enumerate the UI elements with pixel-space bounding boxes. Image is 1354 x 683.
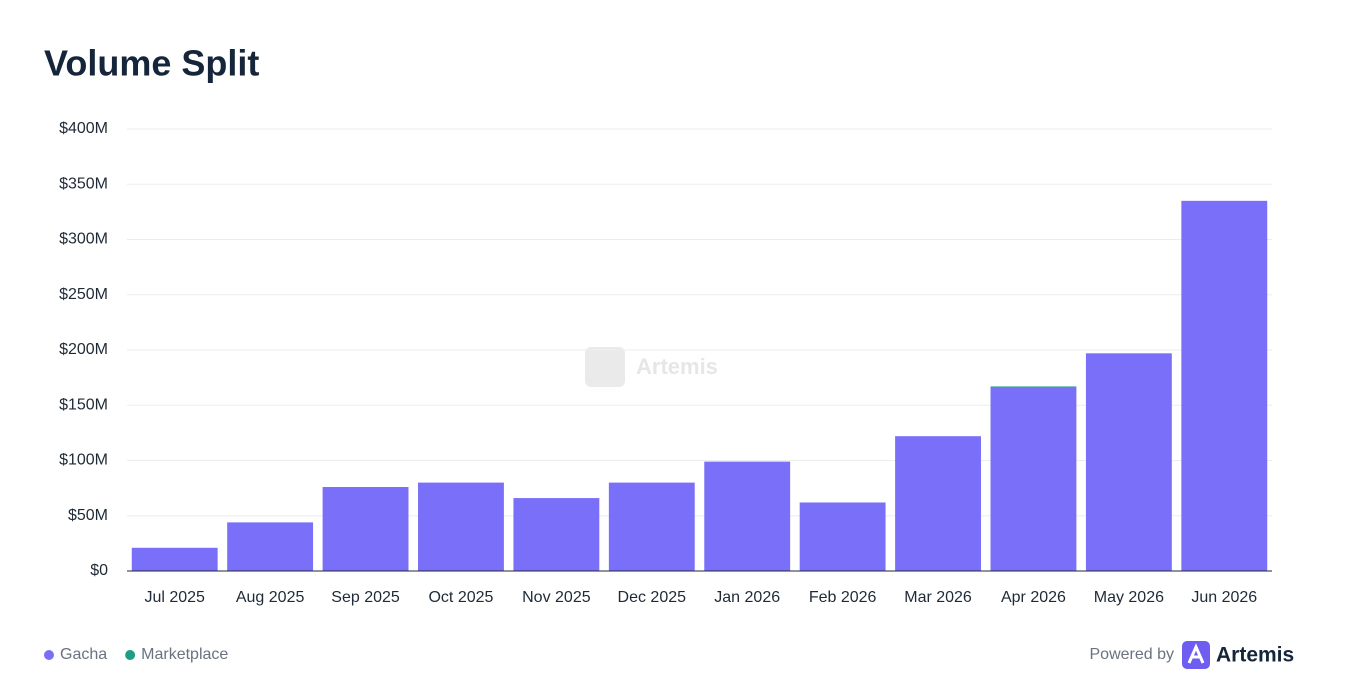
y-tick-label: $200M (59, 341, 108, 358)
watermark-text: Artemis (636, 354, 718, 379)
x-tick-label: Apr 2026 (1001, 589, 1066, 606)
y-tick-label: $350M (59, 175, 108, 192)
credit-brand: Artemis (1216, 644, 1294, 667)
bar (1181, 200, 1268, 571)
x-tick-label: Jul 2025 (144, 589, 205, 606)
bar (322, 487, 409, 571)
x-tick-label: Feb 2026 (809, 589, 877, 606)
bar (1085, 353, 1172, 571)
y-tick-label: $300M (59, 231, 108, 248)
bar (131, 547, 218, 571)
legend-label: Marketplace (141, 646, 228, 663)
bar (227, 522, 314, 571)
x-tick-label: Jun 2026 (1191, 589, 1257, 606)
x-tick-label: Sep 2025 (331, 589, 400, 606)
bar (513, 498, 600, 571)
bar (704, 461, 791, 571)
x-tick-label: Mar 2026 (904, 589, 972, 606)
x-tick-label: Nov 2025 (522, 589, 591, 606)
legend-marker (44, 650, 54, 660)
bar (799, 502, 886, 571)
bar (895, 436, 981, 571)
bar (418, 482, 504, 571)
x-tick-label: Jan 2026 (714, 589, 780, 606)
credit-prefix: Powered by (1090, 646, 1175, 663)
x-tick-label: May 2026 (1094, 589, 1164, 606)
watermark: Artemis (585, 347, 718, 387)
bar (990, 386, 1077, 388)
x-tick-label: Dec 2025 (618, 589, 687, 606)
y-tick-label: $250M (59, 286, 108, 303)
credit-logo-glyph (1187, 643, 1205, 664)
chart-title: Volume Split (44, 43, 259, 84)
watermark-logo (585, 347, 625, 387)
y-tick-label: $100M (59, 452, 108, 469)
y-tick-label: $400M (59, 120, 108, 137)
legend-label: Gacha (60, 646, 107, 663)
bar (608, 482, 695, 571)
bar (990, 387, 1077, 571)
x-tick-label: Oct 2025 (428, 589, 493, 606)
y-tick-label: $0 (90, 562, 108, 579)
y-tick-label: $150M (59, 396, 108, 413)
y-tick-label: $50M (68, 507, 108, 524)
credit: Powered by Artemis (1090, 641, 1294, 669)
legend-marker (125, 650, 136, 660)
x-tick-label: Aug 2025 (236, 589, 305, 606)
